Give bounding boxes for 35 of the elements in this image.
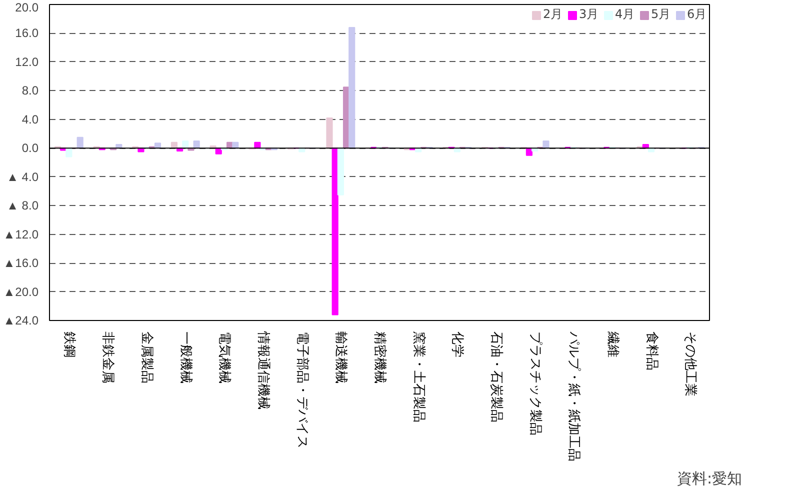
text: 資料:愛知 (676, 470, 742, 488)
y-tick-label: 12.0 (15, 54, 39, 69)
y-tick-label: ▲24.0 (3, 314, 39, 328)
x-tick-label: 情報通信機械 (256, 330, 271, 410)
x-tick-label: 精密機械 (372, 332, 387, 384)
x-tick-label: パルプ・紙・紙加工品 (566, 330, 582, 462)
y-tick-label: 20.0 (15, 0, 39, 14)
x-tick-label: 石油・石炭製品 (488, 332, 504, 422)
x-tick-label: 電気機械 (216, 332, 232, 384)
x-tick-label: 鉄鋼 (61, 332, 76, 358)
y-tick-label: ▲ 4.0 (6, 170, 39, 184)
y-tick-label: ▲ 8.0 (6, 198, 39, 213)
x-tick-label: 非鉄金属 (100, 332, 116, 384)
legend-label: 4月 (615, 6, 635, 23)
x-tick-label: 化学 (450, 332, 465, 358)
legend-label: 2月 (543, 6, 563, 23)
x-tick-label: 金属製品 (139, 332, 154, 384)
y-tick-label: ▲16.0 (3, 256, 39, 270)
y-tick-label: ▲20.0 (3, 284, 39, 299)
x-tick-label: 窯業・土石製品 (410, 332, 427, 422)
y-tick-label: 8.0 (22, 84, 39, 98)
y-tick-label: 4.0 (22, 112, 39, 126)
legend-label: 3月 (579, 6, 599, 23)
legend-label: 5月 (651, 6, 671, 23)
x-tick-label: 繊維 (604, 330, 620, 358)
x-tick-label: 食料品 (644, 332, 659, 370)
y-tick-label: ▲12.0 (3, 227, 39, 242)
x-tick-label: 電子部品・デバイス (294, 332, 310, 448)
legend-label: 6月 (687, 6, 707, 23)
y-tick-label: 16.0 (15, 26, 39, 40)
x-tick-label: 輸送機械 (333, 332, 348, 384)
x-tick-label: その他工業 (682, 332, 698, 396)
y-tick-label: 0.0 (22, 141, 39, 156)
x-tick-label: 一般機械 (178, 332, 193, 384)
x-tick-label: プラスチック製品 (527, 332, 542, 436)
